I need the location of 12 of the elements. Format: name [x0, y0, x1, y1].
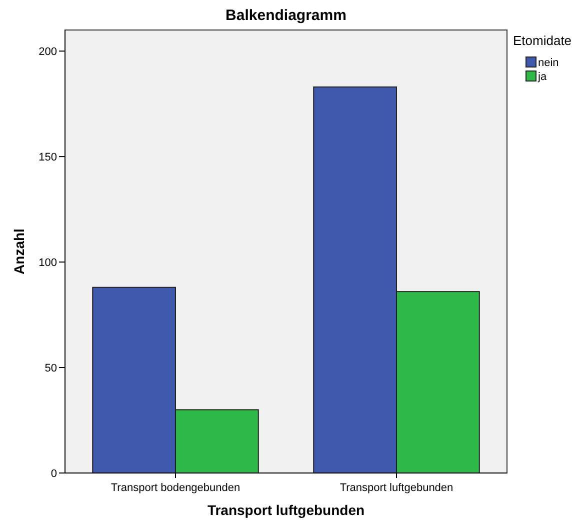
y-tick-label: 150 [38, 151, 57, 164]
y-tick-label: 100 [38, 256, 57, 269]
legend-label: ja [537, 71, 548, 83]
chart-title: Balkendiagramm [226, 7, 346, 24]
y-axis-title: Anzahl [11, 228, 27, 274]
y-tick-label: 200 [38, 46, 57, 58]
legend-title: Etomidate [513, 33, 572, 48]
x-axis-title: Transport luftgebunden [207, 502, 365, 518]
x-tick-label: Transport bodengebunden [110, 482, 240, 494]
legend-label: nein [538, 57, 559, 69]
y-tick-label: 0 [50, 468, 57, 480]
y-tick-label: 50 [44, 362, 57, 374]
